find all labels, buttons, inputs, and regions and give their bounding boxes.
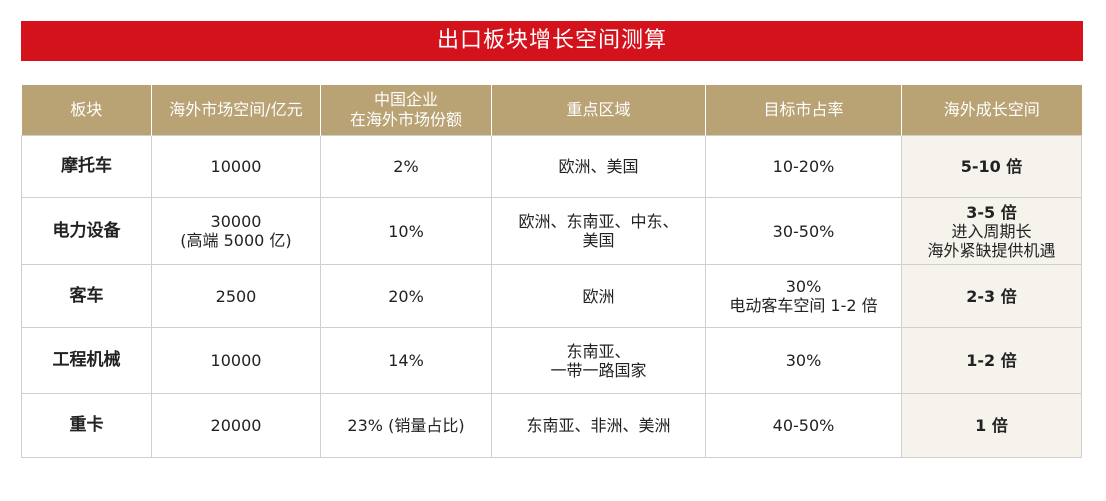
table-row: 摩托车 10000 2% 欧洲、美国 10-20% 5-10 倍 <box>21 135 1082 198</box>
cell-market: 2500 <box>151 264 321 328</box>
cell-target: 10-20% <box>705 135 902 198</box>
cell-target-line1: 10-20% <box>772 157 835 176</box>
cell-target: 40-50% <box>705 393 902 458</box>
cell-growth: 1-2 倍 <box>901 327 1082 394</box>
cell-growth-note2: 海外紧缺提供机遇 <box>927 240 1056 260</box>
cell-region: 东南亚、 一带一路国家 <box>491 327 706 394</box>
table-header-row: 板块 海外市场空间/亿元 中国企业 在海外市场份额 重点区域 目标市占率 海外成… <box>21 85 1082 136</box>
cell-growth-value: 3-5 倍 <box>966 202 1017 222</box>
cell-target: 30-50% <box>705 197 902 265</box>
cell-growth: 2-3 倍 <box>901 264 1082 328</box>
cell-region: 东南亚、非洲、美洲 <box>491 393 706 458</box>
cell-market: 10000 <box>151 135 321 198</box>
cell-market-value: 10000 <box>210 351 262 370</box>
cell-growth: 3-5 倍 进入周期长 海外紧缺提供机遇 <box>901 197 1082 265</box>
cell-market: 20000 <box>151 393 321 458</box>
cell-target-line2: 电动客车空间 1-2 倍 <box>729 296 878 315</box>
table-row: 客车 2500 20% 欧洲 30% 电动客车空间 1-2 倍 2-3 倍 <box>21 264 1082 328</box>
cell-share: 10% <box>320 197 492 265</box>
header-region: 重点区域 <box>491 85 706 136</box>
cell-region: 欧洲、东南亚、中东、 美国 <box>491 197 706 265</box>
header-share: 中国企业 在海外市场份额 <box>320 85 492 136</box>
table-row: 重卡 20000 23% (销量占比) 东南亚、非洲、美洲 40-50% 1 倍 <box>21 393 1082 458</box>
cell-share: 20% <box>320 264 492 328</box>
cell-sector: 摩托车 <box>21 135 152 198</box>
cell-target-line1: 30% <box>785 277 822 296</box>
header-share-line1: 中国企业 <box>373 90 438 109</box>
page-title: 出口板块增长空间测算 <box>21 21 1083 61</box>
cell-target-line1: 30% <box>785 351 822 370</box>
cell-region-line1: 东南亚、 <box>566 341 631 361</box>
cell-region-line2: 美国 <box>582 231 615 250</box>
cell-region-line1: 欧洲 <box>582 286 615 306</box>
cell-region-line1: 东南亚、非洲、美洲 <box>526 416 671 435</box>
cell-target-line1: 40-50% <box>772 416 835 435</box>
cell-region-line2: 一带一路国家 <box>550 360 647 380</box>
cell-sector: 电力设备 <box>21 197 152 265</box>
cell-market-value: 20000 <box>210 416 262 435</box>
cell-sector: 工程机械 <box>21 327 152 394</box>
header-target: 目标市占率 <box>705 85 902 136</box>
cell-share: 14% <box>320 327 492 394</box>
cell-target-line1: 30-50% <box>772 221 835 241</box>
cell-target: 30% <box>705 327 902 394</box>
cell-growth: 1 倍 <box>901 393 1082 458</box>
cell-sector: 重卡 <box>21 393 152 458</box>
cell-region: 欧洲 <box>491 264 706 328</box>
cell-growth-value: 1-2 倍 <box>966 351 1017 370</box>
growth-estimate-table: 板块 海外市场空间/亿元 中国企业 在海外市场份额 重点区域 目标市占率 海外成… <box>21 85 1082 458</box>
cell-growth-value: 2-3 倍 <box>966 286 1017 306</box>
cell-growth-value: 1 倍 <box>975 416 1008 435</box>
cell-region: 欧洲、美国 <box>491 135 706 198</box>
table-row: 工程机械 10000 14% 东南亚、 一带一路国家 30% 1-2 倍 <box>21 327 1082 394</box>
cell-share: 2% <box>320 135 492 198</box>
cell-growth: 5-10 倍 <box>901 135 1082 198</box>
cell-market-value: 2500 <box>215 286 257 306</box>
header-market: 海外市场空间/亿元 <box>151 85 321 136</box>
header-growth: 海外成长空间 <box>901 85 1082 136</box>
cell-share: 23% (销量占比) <box>320 393 492 458</box>
cell-growth-value: 5-10 倍 <box>960 157 1023 176</box>
cell-market-value: 30000 <box>210 212 262 231</box>
cell-growth-note1: 进入周期长 <box>951 221 1032 241</box>
cell-target: 30% 电动客车空间 1-2 倍 <box>705 264 902 328</box>
cell-market: 30000 (高端 5000 亿) <box>151 197 321 265</box>
cell-region-line1: 欧洲、美国 <box>558 157 639 176</box>
header-sector: 板块 <box>21 85 152 136</box>
header-share-line2: 在海外市场份额 <box>349 110 462 129</box>
table-row: 电力设备 30000 (高端 5000 亿) 10% 欧洲、东南亚、中东、 美国… <box>21 197 1082 265</box>
cell-region-line1: 欧洲、东南亚、中东、 <box>518 212 679 231</box>
cell-market: 10000 <box>151 327 321 394</box>
cell-sector: 客车 <box>21 264 152 328</box>
cell-market-value: 10000 <box>210 157 262 176</box>
cell-market-note: (高端 5000 亿) <box>180 231 292 250</box>
